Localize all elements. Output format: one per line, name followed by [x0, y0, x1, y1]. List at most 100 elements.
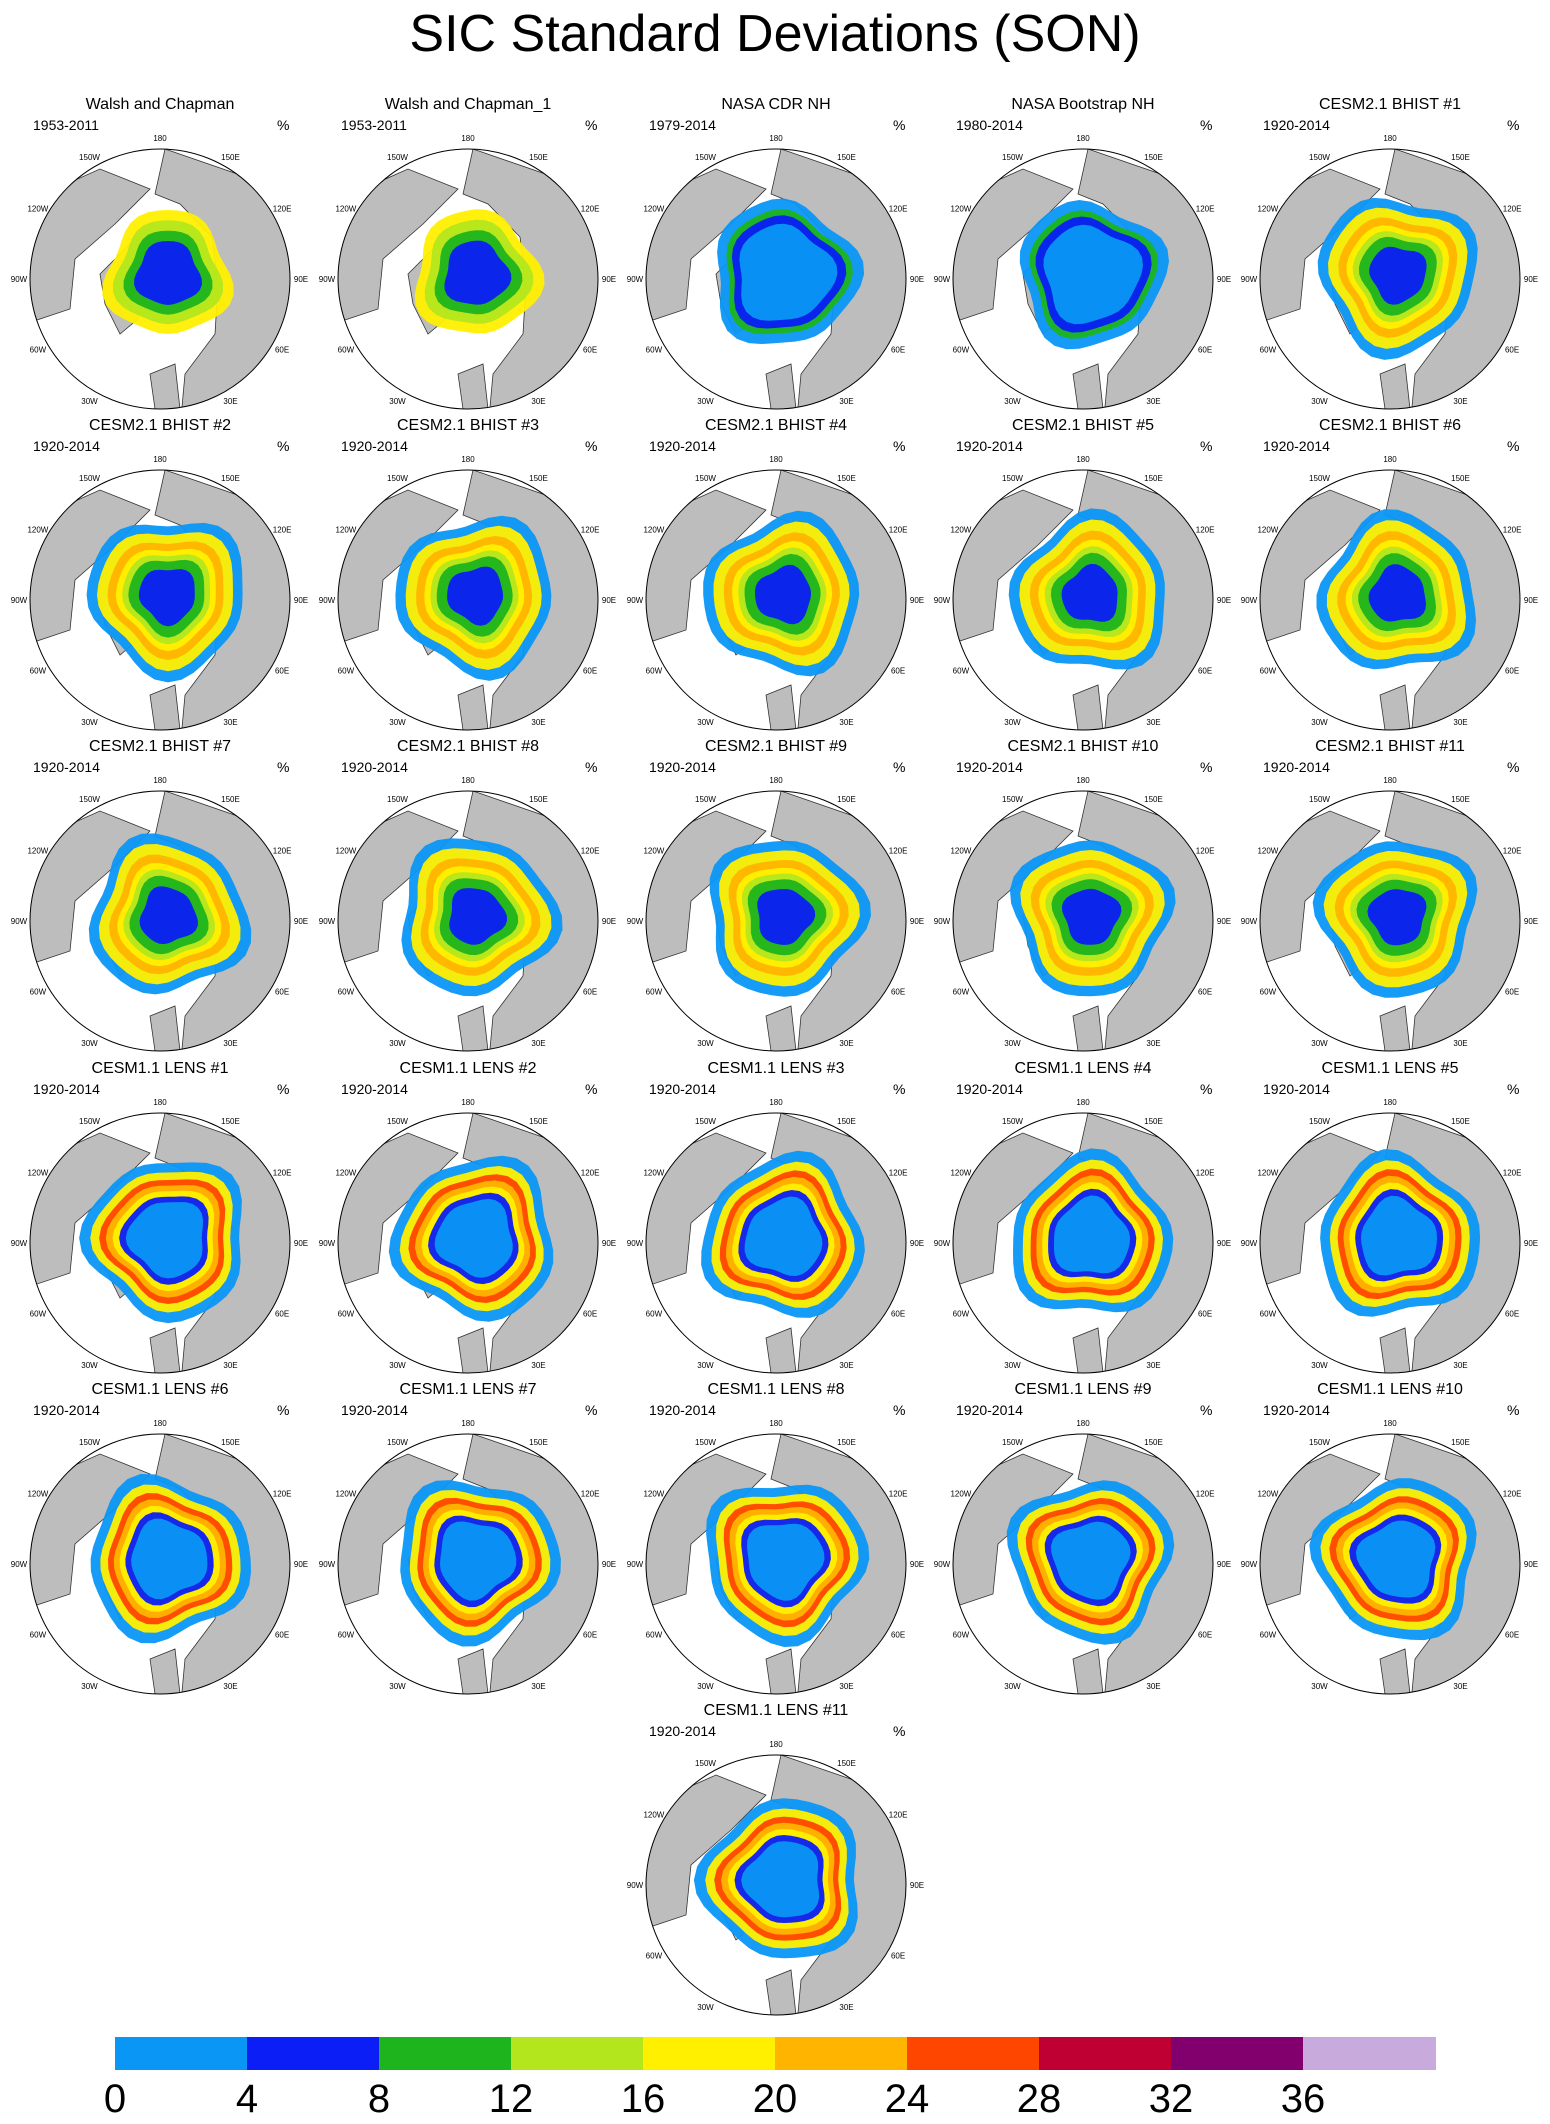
- panel-period: 1979-2014: [649, 117, 716, 133]
- longitude-label: 180: [153, 455, 167, 464]
- ice-variability-band: [125, 1202, 204, 1279]
- panel-period: 1953-2011: [341, 117, 407, 133]
- panel-title: CESM2.1 BHIST #7: [89, 738, 231, 755]
- longitude-label: 30E: [1453, 1361, 1467, 1370]
- longitude-label: 120E: [273, 205, 292, 214]
- map-panel: CESM1.1 LENS #11 1920-2014% 180 150E 120E 90E…: [621, 1702, 931, 2022]
- polar-map: 180150E120E90E60E30E030W60W90W120W150W: [627, 776, 924, 1052]
- longitude-label: 30W: [1004, 1361, 1021, 1370]
- longitude-label: 30W: [1311, 1682, 1328, 1691]
- colorbar-swatch: [775, 2037, 908, 2070]
- polar-map: 180150E120E90E60E30E030W60W90W120W150W: [319, 1098, 616, 1374]
- longitude-label: 90W: [1241, 1560, 1258, 1569]
- longitude-label: 120E: [581, 1169, 600, 1178]
- panel-unit: %: [1507, 117, 1520, 133]
- longitude-label: 150W: [695, 1759, 716, 1768]
- panel-title: CESM2.1 BHIST #8: [397, 738, 539, 755]
- longitude-label: 60W: [30, 988, 47, 997]
- panel-title: CESM1.1 LENS #9: [1014, 1381, 1152, 1398]
- panel-period: 1920-2014: [33, 759, 100, 775]
- longitude-label: 150W: [79, 795, 100, 804]
- longitude-label: 120E: [889, 1169, 908, 1178]
- longitude-label: 90W: [627, 1881, 644, 1890]
- longitude-label: 150E: [837, 153, 856, 162]
- ice-variability-band: [440, 1521, 517, 1601]
- longitude-label: 120E: [1503, 526, 1522, 535]
- longitude-label: 120E: [1503, 1490, 1522, 1499]
- longitude-label: 120W: [335, 847, 356, 856]
- longitude-label: 120W: [1257, 1490, 1278, 1499]
- panel-period: 1920-2014: [341, 1081, 408, 1097]
- longitude-label: 120W: [643, 1811, 664, 1820]
- polar-map: 180150E120E90E60E30E030W60W90W120W150W: [627, 1098, 924, 1374]
- panel-unit: %: [277, 117, 290, 133]
- panel-unit: %: [585, 117, 598, 133]
- longitude-label: 30E: [839, 1361, 853, 1370]
- longitude-label: 180: [461, 776, 475, 785]
- colorbar-swatch: [1303, 2037, 1436, 2070]
- longitude-label: 60E: [583, 988, 597, 997]
- ice-variability-band: [444, 240, 512, 305]
- longitude-label: 30E: [531, 1682, 545, 1691]
- longitude-label: 90E: [602, 275, 616, 284]
- longitude-label: 30E: [223, 397, 237, 406]
- longitude-label: 30E: [223, 1039, 237, 1048]
- longitude-label: 30E: [223, 1682, 237, 1691]
- longitude-label: 30E: [839, 718, 853, 727]
- longitude-label: 150W: [79, 474, 100, 483]
- longitude-label: 60W: [1260, 346, 1277, 355]
- panel-period: 1953-2011: [33, 117, 99, 133]
- colorbar-tick-label: 36: [1280, 2077, 1326, 2121]
- longitude-label: 60E: [1198, 346, 1212, 355]
- longitude-label: 150E: [221, 1117, 240, 1126]
- longitude-label: 60E: [1505, 667, 1519, 676]
- map-panel: CESM2.1 BHIST #5 1920-2014% 180 150E 120E 90E…: [928, 417, 1238, 737]
- longitude-label: 120E: [1503, 205, 1522, 214]
- colorbar-tick-label: 20: [752, 2077, 798, 2121]
- longitude-label: 30W: [1311, 1361, 1328, 1370]
- longitude-label: 90E: [1524, 1560, 1538, 1569]
- longitude-label: 150E: [837, 1438, 856, 1447]
- map-panel: CESM2.1 BHIST #9 1920-2014% 180 150E 120E 90E…: [621, 738, 931, 1058]
- longitude-label: 120E: [1196, 526, 1215, 535]
- longitude-label: 90W: [1241, 917, 1258, 926]
- longitude-label: 150W: [1002, 153, 1023, 162]
- longitude-label: 180: [153, 1098, 167, 1107]
- longitude-label: 150W: [1002, 795, 1023, 804]
- panel-unit: %: [1200, 117, 1213, 133]
- longitude-label: 180: [769, 134, 783, 143]
- colorbar-tick-label: 12: [488, 2077, 534, 2121]
- longitude-label: 90W: [319, 275, 336, 284]
- main-title: SIC Standard Deviations (SON): [409, 5, 1141, 63]
- longitude-label: 30E: [839, 2003, 853, 2012]
- polar-map: 180150E120E90E60E30E030W60W90W120W150W: [11, 134, 308, 410]
- panel-title: CESM1.1 LENS #3: [707, 1060, 845, 1077]
- colorbar-tick-label: 32: [1148, 2077, 1194, 2121]
- polar-map: 180150E120E90E60E30E030W60W90W120W150W: [627, 1740, 924, 2016]
- longitude-label: 60W: [30, 1631, 47, 1640]
- longitude-label: 120W: [335, 526, 356, 535]
- longitude-label: 120E: [1196, 205, 1215, 214]
- panel-unit: %: [893, 438, 906, 454]
- longitude-label: 90E: [1524, 1239, 1538, 1248]
- longitude-label: 60W: [338, 1631, 355, 1640]
- longitude-label: 30W: [697, 397, 714, 406]
- land-mass: [1072, 1005, 1104, 1051]
- longitude-label: 90E: [1217, 596, 1231, 605]
- colorbar-tick-label: 24: [884, 2077, 930, 2121]
- land-mass: [1379, 1648, 1411, 1694]
- longitude-label: 180: [461, 1098, 475, 1107]
- panel-unit: %: [585, 1402, 598, 1418]
- longitude-label: 120E: [581, 1490, 600, 1499]
- longitude-label: 60E: [891, 1631, 905, 1640]
- longitude-label: 90E: [910, 1881, 924, 1890]
- longitude-label: 180: [461, 455, 475, 464]
- land-mass: [1379, 1005, 1411, 1051]
- map-panel: CESM1.1 LENS #6 1920-2014% 180 150E 120E 90E 6…: [5, 1381, 315, 1701]
- ice-variability-band: [1368, 564, 1426, 622]
- longitude-label: 120E: [273, 847, 292, 856]
- longitude-label: 150W: [1309, 795, 1330, 804]
- panel-period: 1920-2014: [1263, 1402, 1330, 1418]
- panel-title: CESM1.1 LENS #6: [91, 1381, 229, 1398]
- colorbar-swatch: [511, 2037, 644, 2070]
